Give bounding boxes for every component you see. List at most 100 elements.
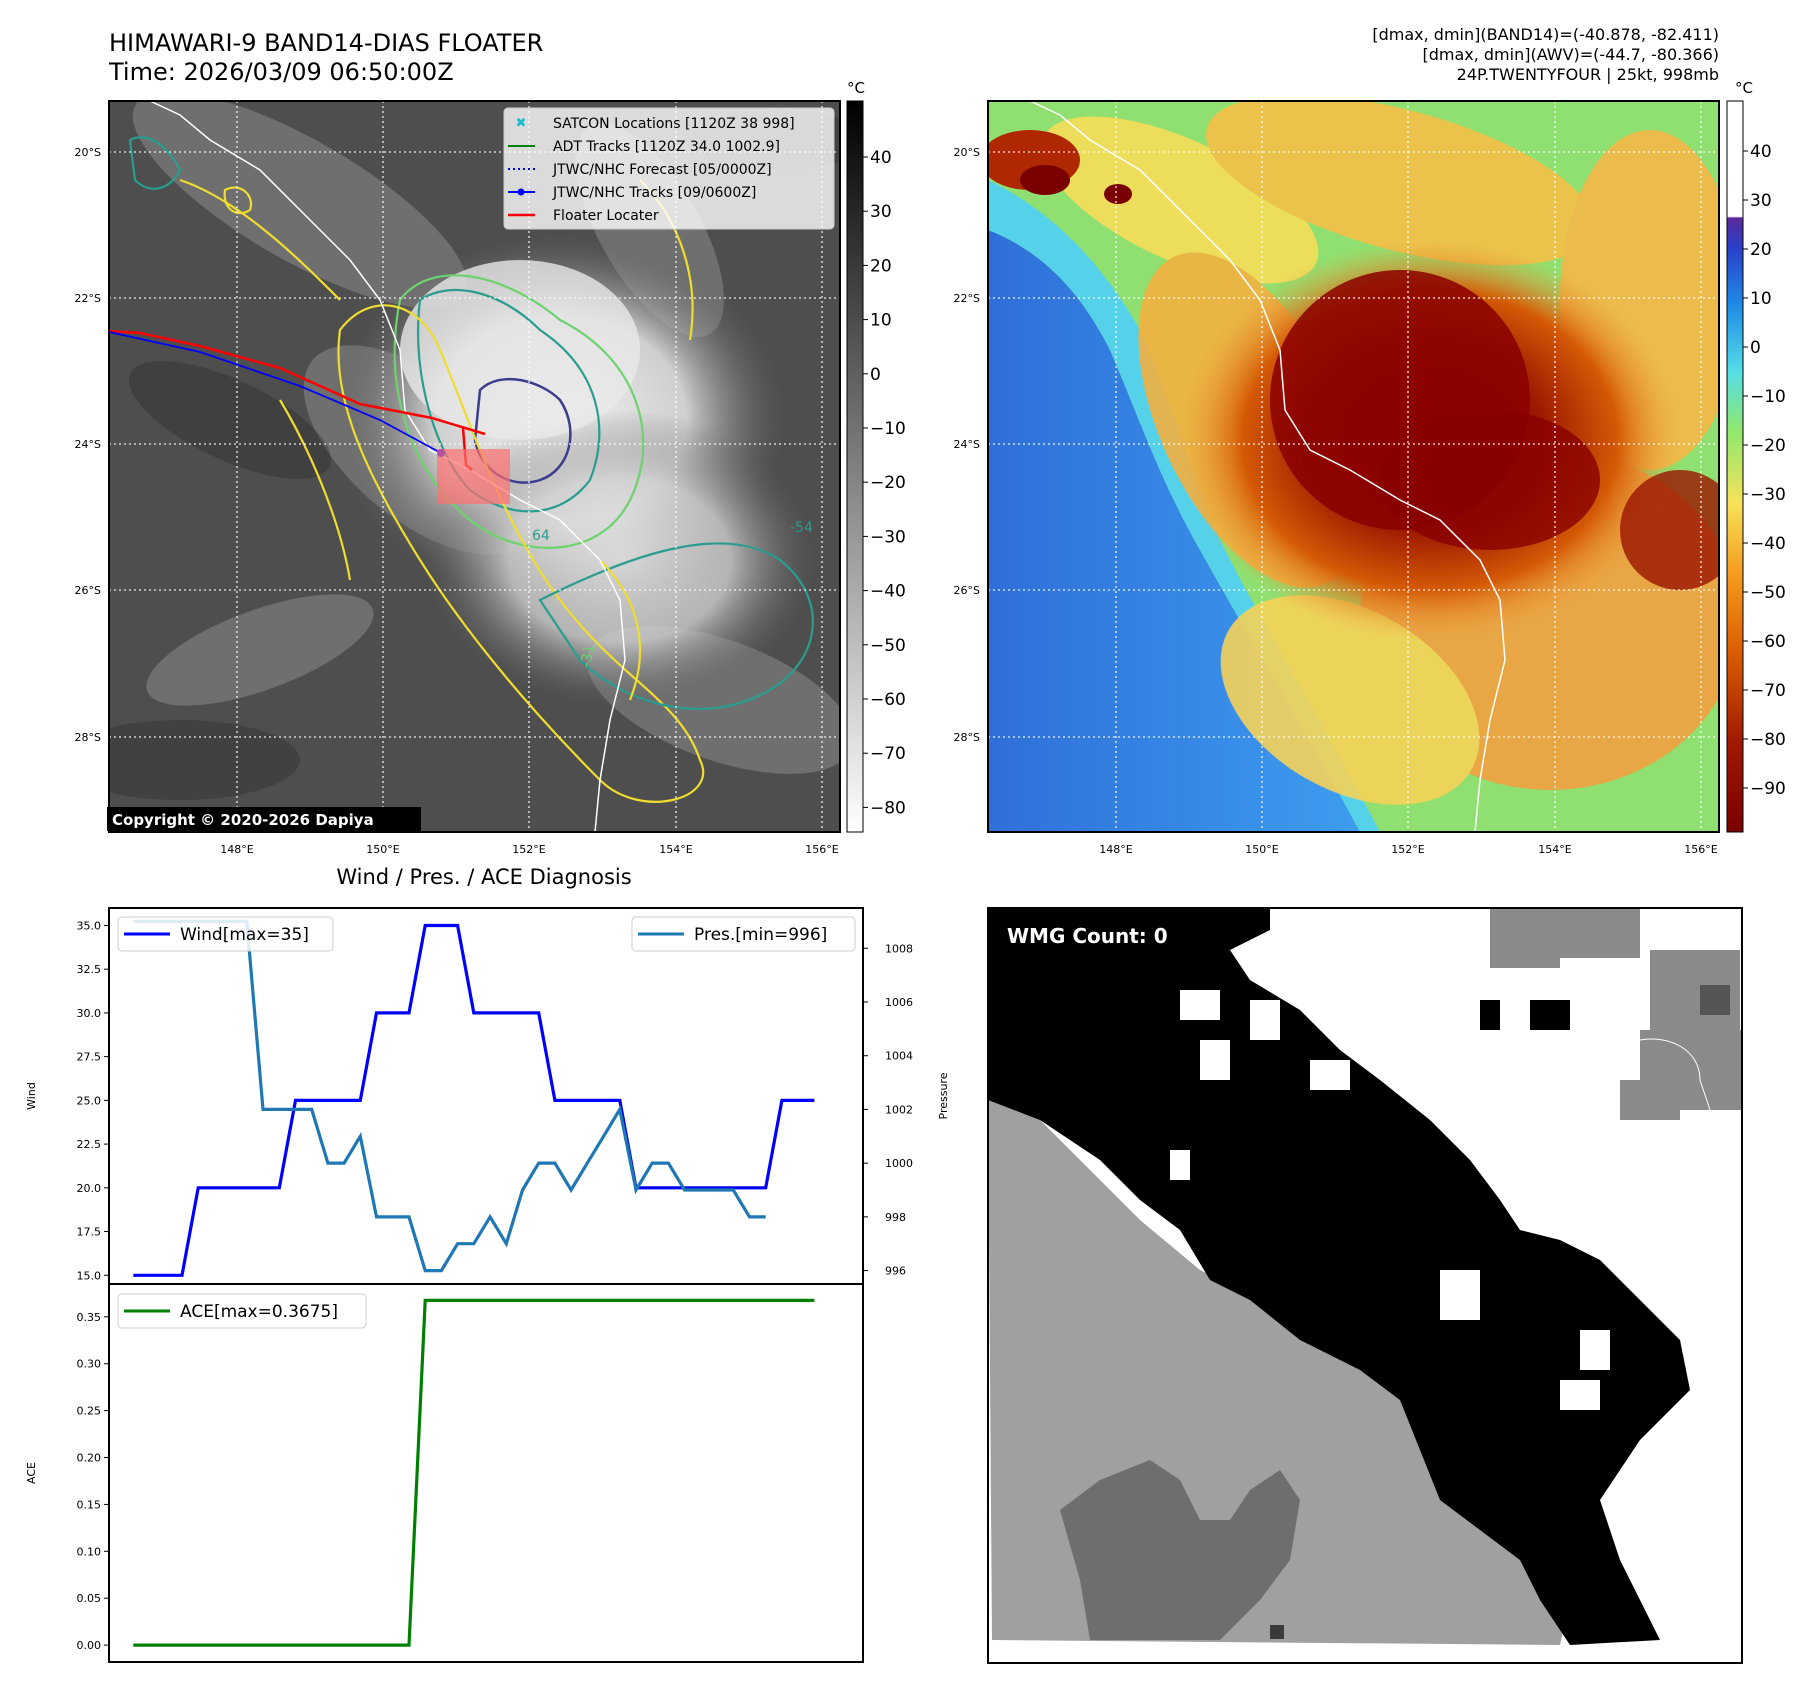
info-line-awv: [dmax, dmin](AWV)=(-44.7, -80.366)	[1422, 45, 1719, 64]
color-colorbar-tick: −20	[1750, 436, 1786, 456]
color-colorbar-unit: °C	[1735, 79, 1753, 97]
map2-lat-ticks: 20°S 22°S 24°S 26°S 28°S	[954, 146, 980, 744]
gray-colorbar-tick: −40	[870, 582, 906, 602]
map2-lat-28: 28°S	[954, 731, 980, 744]
map1-lon-152: 152°E	[512, 843, 545, 856]
map1-lon-150: 150°E	[366, 843, 399, 856]
wind-tick: 22.5	[77, 1138, 102, 1151]
wind-legend-label: Wind[max=35]	[180, 925, 309, 945]
map1-lat-24: 24°S	[75, 438, 101, 451]
pressure-tick: 1006	[885, 996, 913, 1009]
ace-tick: 0.00	[77, 1639, 102, 1652]
wind-y-ticks: 15.0 17.5 20.0 22.5 25.0 27.5 30.0 32.5 35.0	[77, 919, 109, 1282]
ace-tick: 0.15	[77, 1498, 102, 1511]
figure-title-line1: HIMAWARI-9 BAND14-DIAS FLOATER	[109, 29, 543, 57]
color-colorbar-tick: −60	[1750, 632, 1786, 652]
pressure-y-ticks: 996 998 1000 1002 1004 1006 1008	[863, 942, 913, 1278]
color-enhanced-map: 20°S 22°S 24°S 26°S 28°S 148°E 150°E 152…	[954, 79, 1786, 856]
pressure-legend-label: Pres.[min=996]	[694, 925, 827, 945]
wind-tick: 35.0	[77, 919, 102, 932]
map1-lon-148: 148°E	[220, 843, 253, 856]
color-colorbar-ticks: 40 30 20 10 0 −10 −20 −30 −40 −50 −60 −70 −80 −90	[1743, 142, 1786, 799]
gray-colorbar-ticks: 40 30 20 10 0 −10 −20 −30 −40 −50 −60 −70 −80	[863, 148, 906, 818]
color-colorbar-tick: −40	[1750, 534, 1786, 554]
map2-lon-148: 148°E	[1099, 843, 1132, 856]
legend-jtwc-forecast: JTWC/NHC Forecast [05/0000Z]	[552, 162, 772, 178]
pressure-tick: 1000	[885, 1157, 913, 1170]
info-line-storm: 24P.TWENTYFOUR | 25kt, 998mb	[1457, 65, 1719, 84]
ace-chart: ACE 0.00 0.05 0.10 0.15 0.20 0.25 0.30 0.35 ACE…	[25, 1283, 864, 1663]
ace-tick: 0.25	[77, 1405, 102, 1418]
gray-colorbar-tick: 20	[870, 256, 892, 276]
map-legend: ✖ SATCON Locations [1120Z 38 998] ADT Tr…	[503, 107, 835, 230]
color-colorbar-tick: 40	[1750, 142, 1772, 162]
map2-lon-154: 154°E	[1538, 843, 1571, 856]
gray-colorbar-tick: −50	[870, 636, 906, 656]
floater-locater-track	[109, 329, 486, 436]
ace-series-line	[133, 1298, 815, 1647]
gray-colorbar-tick: 10	[870, 311, 892, 331]
map2-lat-26: 26°S	[954, 584, 980, 597]
diagnosis-title: Wind / Pres. / ACE Diagnosis	[336, 865, 631, 889]
map2-lat-24: 24°S	[954, 438, 980, 451]
ace-plot	[133, 1298, 815, 1647]
ace-y-ticks: 0.00 0.05 0.10 0.15 0.20 0.25 0.30 0.35	[77, 1311, 109, 1652]
color-colorbar	[1726, 100, 1744, 833]
map2-lon-150: 150°E	[1245, 843, 1278, 856]
wind-tick: 25.0	[77, 1094, 102, 1107]
map2-lon-152: 152°E	[1391, 843, 1424, 856]
color-colorbar-tick: 20	[1750, 240, 1772, 260]
map1-lon-154: 154°E	[659, 843, 692, 856]
gray-colorbar-tick: −20	[870, 473, 906, 493]
gray-colorbar-tick: 40	[870, 148, 892, 168]
legend-adt: ADT Tracks [1120Z 34.0 1002.9]	[553, 139, 780, 155]
gray-colorbar-tick: −30	[870, 527, 906, 547]
legend-floater: Floater Locater	[553, 208, 659, 224]
map1-lat-20: 20°S	[75, 146, 101, 159]
map2-lon-156: 156°E	[1684, 843, 1717, 856]
wind-tick: 17.5	[77, 1226, 102, 1239]
gray-colorbar-unit: °C	[847, 79, 865, 97]
jtwc-track	[109, 331, 442, 454]
color-colorbar-tick: 0	[1750, 338, 1761, 358]
pressure-tick: 1008	[885, 942, 913, 955]
wmg-panel: WMG Count: 0	[987, 907, 1743, 1664]
legend-jtwc-tracks: JTWC/NHC Tracks [09/0600Z]	[552, 185, 756, 201]
ace-legend: ACE[max=0.3675]	[117, 1293, 367, 1329]
contour-label-31: -31	[578, 643, 598, 668]
map1-lat-22: 22°S	[75, 292, 101, 305]
pressure-tick: 1004	[885, 1050, 913, 1063]
map1-lon-ticks: 148°E 150°E 152°E 154°E 156°E	[220, 843, 838, 856]
pressure-axis-label: Pressure	[937, 1072, 950, 1119]
map1-lat-ticks: 20°S 22°S 24°S 26°S 28°S	[75, 146, 101, 744]
color-colorbar-tick: −50	[1750, 583, 1786, 603]
gray-colorbar-tick: −80	[870, 798, 906, 818]
ace-tick: 0.20	[77, 1452, 102, 1465]
map1-lat-26: 26°S	[75, 584, 101, 597]
info-line-band14: [dmax, dmin](BAND14)=(-40.878, -82.411)	[1372, 25, 1719, 44]
wind-tick: 27.5	[77, 1051, 102, 1064]
pressure-legend: Pres.[min=996]	[631, 916, 856, 952]
map1-lat-28: 28°S	[75, 731, 101, 744]
color-colorbar-tick: −80	[1750, 730, 1786, 750]
color-colorbar-tick: −70	[1750, 681, 1786, 701]
gray-colorbar-tick: −10	[870, 419, 906, 439]
ace-tick: 0.05	[77, 1592, 102, 1605]
contour-label-54: -54	[790, 520, 813, 536]
ace-tick: 0.35	[77, 1311, 102, 1324]
wind-tick: 30.0	[77, 1007, 102, 1020]
band14-map: 64 -54 -31 ✖ SATCON Locations [1120Z 38 …	[75, 79, 906, 856]
map2-lon-ticks: 148°E 150°E 152°E 154°E 156°E	[1099, 843, 1717, 856]
ace-tick: 0.30	[77, 1358, 102, 1371]
color-colorbar-tick: −10	[1750, 387, 1786, 407]
wind-series-line	[133, 923, 815, 1277]
wind-legend: Wind[max=35]	[117, 916, 334, 952]
map2-lat-20: 20°S	[954, 146, 980, 159]
ace-axis-label: ACE	[25, 1462, 38, 1484]
copyright-label: Copyright © 2020-2026 Dapiya	[112, 811, 374, 829]
wind-tick: 32.5	[77, 963, 102, 976]
wind-tick: 20.0	[77, 1182, 102, 1195]
color-colorbar-tick: 30	[1750, 191, 1772, 211]
wind-pressure-chart: Wind Pressure 15.0 17.5 20.0 22.5 25.0 27.5 30…	[25, 907, 950, 1285]
